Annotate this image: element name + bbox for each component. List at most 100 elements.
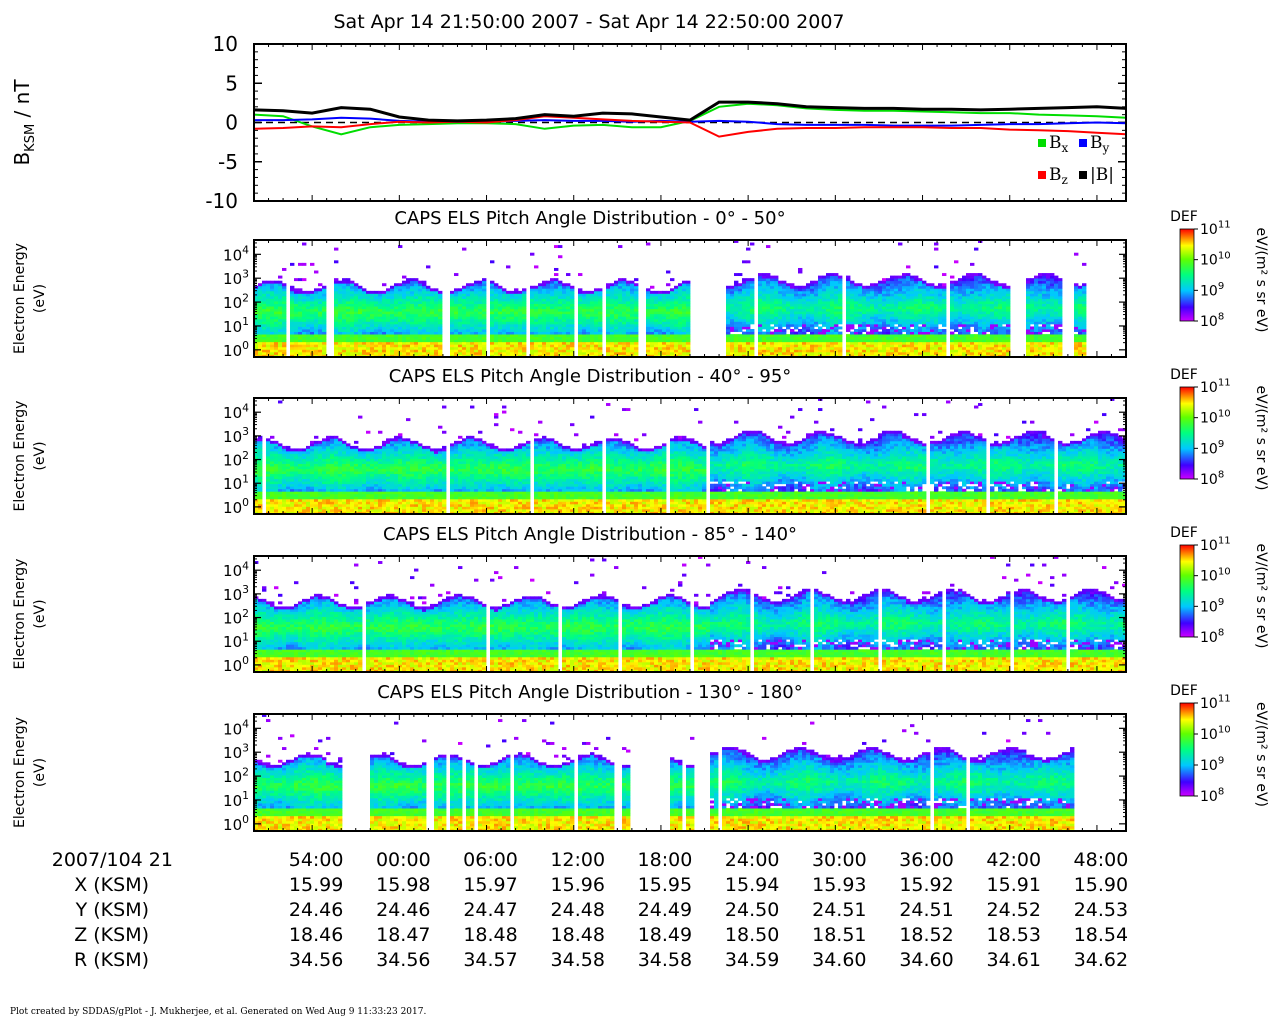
spectrogram-cell (398, 326, 402, 329)
spectrogram-cell (834, 278, 838, 281)
spectrogram-cell (334, 293, 338, 296)
spectrogram-cell (758, 291, 762, 294)
spectrogram-cell (578, 337, 582, 340)
spectrogram-cell (662, 319, 666, 322)
spectrogram-cell (666, 296, 670, 299)
spectrogram-cell (766, 304, 770, 307)
spectrogram-cell (734, 304, 738, 307)
spectrogram-cell (322, 316, 326, 319)
spectrogram-cell (966, 276, 970, 279)
spectrogram-cell (342, 314, 346, 317)
spectrogram-cell (430, 339, 434, 342)
spectrogram-cell (762, 334, 766, 337)
spectrogram-cell (866, 293, 870, 296)
spectrogram-cell (646, 293, 650, 296)
spectrogram-cell (378, 339, 382, 342)
spectrogram-cell (490, 319, 494, 322)
spectrogram-cell (818, 339, 822, 342)
spectrogram-cell (546, 324, 550, 327)
spectrogram-cell (366, 309, 370, 312)
spectrogram-cell (606, 299, 610, 302)
spectrogram-cell (262, 334, 266, 337)
spectrogram-cell (518, 304, 522, 307)
spectrogram-cell (362, 319, 366, 322)
spectrogram-cell (550, 306, 554, 309)
spectrogram-cell (862, 321, 866, 324)
spectrogram-cell (578, 304, 582, 307)
spectrogram-cell (582, 296, 586, 299)
spectrogram-cell (738, 291, 742, 294)
spectrogram-cell (734, 321, 738, 324)
spectrogram-cell (890, 326, 894, 329)
spectrogram-cell (770, 352, 774, 355)
spectrogram-cell (658, 344, 662, 347)
spectrogram-cell (910, 314, 914, 317)
spectrogram-cell (478, 283, 482, 286)
spectrogram-cell (542, 286, 546, 289)
spectrogram-cell (802, 316, 806, 319)
spectrogram-cell (998, 321, 1002, 324)
spectrogram-cell (930, 306, 934, 309)
spectrogram-cell (906, 342, 910, 345)
spectrogram-cell (934, 293, 938, 296)
spectrogram-cell (926, 293, 930, 296)
spectrogram-cell (878, 288, 882, 291)
spectrogram-cell (358, 337, 362, 340)
spectrogram-cell (966, 326, 970, 329)
spectrogram-cell (606, 349, 610, 352)
spectrogram-cell (934, 326, 938, 329)
spectrogram-cell (578, 299, 582, 302)
spectrogram-cell (294, 278, 298, 281)
spectrogram-cell (590, 337, 594, 340)
spectrogram-cell (646, 319, 650, 322)
spectrogram-cell (938, 293, 942, 296)
spectrogram-cell (886, 306, 890, 309)
spectrogram-cell (342, 337, 346, 340)
spectrogram-cell (850, 291, 854, 294)
spectrogram-cell (310, 304, 314, 307)
spectrogram-cell (670, 309, 674, 312)
spectrogram-cell (802, 311, 806, 314)
spectrogram-cell (598, 339, 602, 342)
spectrogram-cell (470, 299, 474, 302)
spectrogram-cell (302, 299, 306, 302)
spectrogram-cell (790, 342, 794, 345)
spectrogram-cell (822, 321, 826, 324)
spectrogram-cell (994, 347, 998, 350)
spectrogram-cell (922, 283, 926, 286)
spectrogram-cell (342, 304, 346, 307)
spectrogram-cell (778, 339, 782, 342)
spectrogram-cell (334, 283, 338, 286)
spectrogram-cell (470, 316, 474, 319)
spectrogram-cell (462, 286, 466, 289)
spectrogram-cell (358, 291, 362, 294)
spectrogram-cell (566, 296, 570, 299)
spectrogram-cell (518, 296, 522, 299)
spectrogram-cell (294, 342, 298, 345)
spectrogram-cell (834, 273, 838, 276)
spectrogram-cell (974, 321, 978, 324)
spectrogram-cell (650, 342, 654, 345)
spectrogram-cell (650, 286, 654, 289)
spectrogram-cell (394, 304, 398, 307)
spectrogram-cell (662, 296, 666, 299)
spectrogram-cell (726, 306, 730, 309)
spectrogram-cell (462, 352, 466, 355)
spectrogram-cell (742, 334, 746, 337)
spectrogram-cell (462, 344, 466, 347)
spectrogram-cell (418, 301, 422, 304)
spectrogram-cell (786, 296, 790, 299)
spectrogram-cell (778, 301, 782, 304)
spectrogram-cell (590, 304, 594, 307)
spectrogram-cell (822, 319, 826, 322)
spectrogram-cell (450, 349, 454, 352)
spectrogram-cell (314, 291, 318, 294)
spectrogram-cell (594, 332, 598, 335)
spectrogram-cell (882, 337, 886, 340)
spectrogram-cell (746, 326, 750, 329)
spectrogram-cell (570, 291, 574, 294)
spectrogram-cell (278, 352, 282, 355)
spectrogram-cell (746, 342, 750, 345)
spectrogram-cell (746, 296, 750, 299)
spectrogram-cell (270, 352, 274, 355)
